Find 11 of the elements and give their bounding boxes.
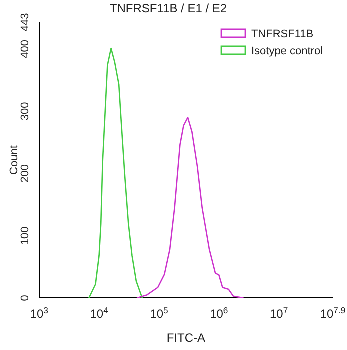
y-tick-label: 200 bbox=[19, 164, 32, 183]
y-tick-label: 400 bbox=[19, 40, 32, 58]
chart-title: TNFRSF11B / E1 / E2 bbox=[110, 2, 228, 16]
y-tick-label: 300 bbox=[19, 102, 32, 121]
legend-label: TNFRSF11B bbox=[251, 28, 314, 40]
x-axis-title: FITC-A bbox=[166, 331, 206, 346]
y-tick-label: 100 bbox=[19, 226, 32, 246]
y-axis-title: Count bbox=[8, 146, 21, 175]
y-tick-label: 443 bbox=[19, 13, 32, 32]
legend-label: Isotype control bbox=[251, 45, 324, 58]
y-tick-label: 0 bbox=[19, 295, 32, 302]
